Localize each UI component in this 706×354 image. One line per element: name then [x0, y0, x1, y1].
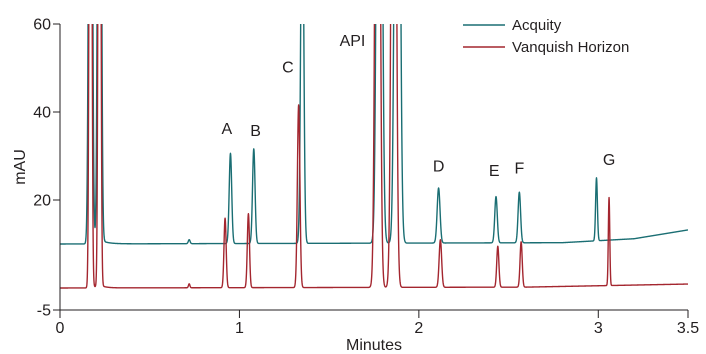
legend-label-vanquish-horizon: Vanquish Horizon	[512, 39, 629, 56]
peak-label: C	[282, 59, 294, 76]
peak-label: API	[340, 33, 366, 50]
y-tick-label: 60	[33, 17, 51, 34]
y-tick-label: 20	[33, 193, 51, 210]
peak-label: B	[250, 123, 261, 140]
x-axis-title: Minutes	[346, 337, 402, 354]
trace-acquity	[60, 24, 688, 245]
legend-label-acquity: Acquity	[512, 17, 562, 34]
series-traces	[60, 24, 688, 289]
peak-label: G	[603, 152, 615, 169]
trace-vanquish-horizon	[60, 24, 688, 289]
y-axis-ticks: -5 20 40 60	[33, 17, 60, 320]
y-axis-title: mAU	[12, 149, 29, 185]
y-tick-label: 40	[33, 105, 51, 122]
y-tick-label: -5	[37, 303, 51, 320]
x-tick-label: 2	[414, 320, 423, 337]
peak-label: A	[222, 121, 233, 138]
x-tick-label: 0	[56, 320, 65, 337]
legend: Acquity Vanquish Horizon	[463, 17, 629, 56]
x-tick-label: 1	[235, 320, 244, 337]
x-axis-ticks: 0 1 2 3 3.5	[56, 310, 699, 337]
peak-labels: A B C API D E F G	[222, 33, 616, 180]
peak-label: D	[433, 158, 445, 175]
x-tick-label: 3	[594, 320, 603, 337]
x-tick-label: 3.5	[677, 320, 699, 337]
peak-label: E	[489, 163, 500, 180]
peak-label: F	[514, 161, 524, 178]
